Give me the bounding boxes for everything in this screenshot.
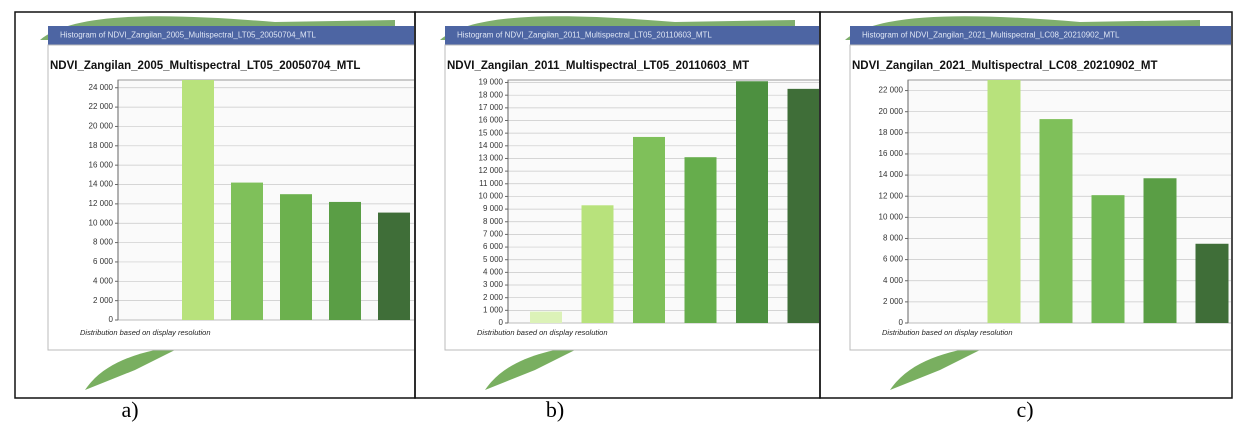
- y-tick-label: 8 000: [93, 238, 114, 247]
- y-tick-label: 10 000: [89, 218, 114, 227]
- y-tick-label: 16 000: [89, 160, 114, 169]
- panel-label: a): [121, 397, 138, 422]
- y-tick-label: 8 000: [483, 217, 504, 226]
- bar: [378, 213, 410, 320]
- y-tick-label: 15 000: [479, 128, 504, 137]
- y-tick-label: 6 000: [483, 242, 504, 251]
- y-tick-label: 8 000: [883, 234, 904, 243]
- y-tick-label: 19 000: [479, 78, 504, 87]
- note: Distribution based on display resolution: [882, 328, 1013, 337]
- note: Distribution based on display resolution: [477, 328, 608, 337]
- y-tick-label: 16 000: [479, 116, 504, 125]
- y-tick-label: 22 000: [89, 102, 114, 111]
- y-tick-label: 18 000: [89, 141, 114, 150]
- y-tick-label: 4 000: [483, 267, 504, 276]
- bar: [1040, 119, 1073, 323]
- bar: [788, 89, 820, 323]
- y-tick-label: 0: [499, 318, 504, 327]
- y-tick-label: 2 000: [483, 293, 504, 302]
- bar: [736, 81, 768, 323]
- y-tick-label: 10 000: [879, 212, 904, 221]
- y-tick-label: 2 000: [883, 297, 904, 306]
- bar: [1196, 244, 1229, 323]
- window-title: Histogram of NDVI_Zangilan_2011_Multispe…: [457, 31, 712, 40]
- y-tick-label: 3 000: [483, 280, 504, 289]
- y-tick-label: 12 000: [89, 199, 114, 208]
- bar: [182, 80, 214, 320]
- bar: [1144, 178, 1177, 323]
- leaf: [85, 345, 185, 390]
- bar: [231, 183, 263, 320]
- bar: [530, 312, 562, 323]
- y-tick-label: 11 000: [479, 179, 503, 188]
- y-tick-label: 0: [899, 318, 904, 327]
- y-tick-label: 22 000: [879, 86, 904, 95]
- y-tick-label: 4 000: [883, 276, 904, 285]
- leaf: [485, 345, 585, 390]
- y-tick-label: 12 000: [479, 166, 504, 175]
- bar: [1092, 195, 1125, 323]
- bar: [988, 80, 1021, 323]
- bar: [280, 194, 312, 320]
- y-tick-label: 18 000: [879, 128, 904, 137]
- bar: [582, 205, 614, 323]
- y-tick-label: 2 000: [93, 296, 114, 305]
- y-tick-label: 24 000: [89, 83, 114, 92]
- panel: Histogram of NDVI_Zangilan_2005_Multispe…: [40, 16, 468, 390]
- y-tick-label: 6 000: [93, 257, 114, 266]
- bar: [329, 202, 361, 320]
- y-tick-label: 1 000: [483, 305, 504, 314]
- leaf: [890, 345, 990, 390]
- y-tick-label: 12 000: [879, 191, 904, 200]
- window-title: Histogram of NDVI_Zangilan_2021_Multispe…: [862, 31, 1120, 40]
- chart-title: NDVI_Zangilan_2005_Multispectral_LT05_20…: [50, 60, 360, 72]
- y-tick-label: 7 000: [483, 230, 504, 239]
- figure: Histogram of NDVI_Zangilan_2005_Multispe…: [0, 0, 1241, 426]
- chart-title: NDVI_Zangilan_2011_Multispectral_LT05_20…: [447, 60, 749, 72]
- window-title: Histogram of NDVI_Zangilan_2005_Multispe…: [60, 31, 317, 40]
- y-tick-label: 20 000: [89, 122, 114, 131]
- panel: Histogram of NDVI_Zangilan_2011_Multispe…: [440, 16, 865, 390]
- y-tick-label: 0: [109, 315, 114, 324]
- y-tick-label: 20 000: [879, 107, 904, 116]
- y-tick-label: 6 000: [883, 255, 904, 264]
- bar: [685, 157, 717, 323]
- y-tick-label: 10 000: [479, 192, 504, 201]
- y-tick-label: 14 000: [879, 170, 904, 179]
- panel: Histogram of NDVI_Zangilan_2021_Multispe…: [845, 16, 1241, 390]
- y-tick-label: 14 000: [89, 180, 114, 189]
- bar: [633, 137, 665, 323]
- y-tick-label: 16 000: [879, 149, 904, 158]
- y-tick-label: 14 000: [479, 141, 504, 150]
- y-tick-label: 4 000: [93, 276, 114, 285]
- note: Distribution based on display resolution: [80, 328, 211, 337]
- y-tick-label: 13 000: [479, 154, 504, 163]
- panel-label: b): [546, 397, 564, 422]
- chart-title: NDVI_Zangilan_2021_Multispectral_LC08_20…: [852, 60, 1158, 72]
- y-tick-label: 17 000: [479, 103, 504, 112]
- plot-area: [508, 80, 830, 323]
- y-tick-label: 18 000: [479, 90, 504, 99]
- y-tick-label: 9 000: [483, 204, 504, 213]
- plot-area: [908, 80, 1241, 323]
- panel-label: c): [1016, 397, 1033, 422]
- y-tick-label: 5 000: [483, 255, 504, 264]
